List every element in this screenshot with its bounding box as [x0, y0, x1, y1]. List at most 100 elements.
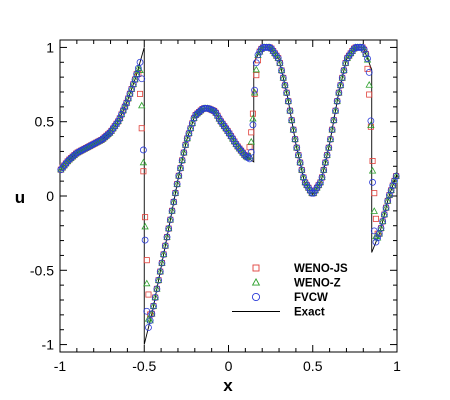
exact-line-group [59, 46, 398, 345]
fvcw-marker [180, 149, 188, 157]
weno-z-marker [279, 73, 287, 81]
fvcw-marker [296, 159, 304, 166]
weno-z-marker [175, 171, 183, 179]
weno-js-marker [140, 168, 147, 175]
fvcw-marker [338, 74, 346, 82]
fvcw-marker [161, 242, 169, 250]
weno-z-marker [363, 55, 372, 63]
fvcw-marker [321, 159, 329, 166]
fvcw-marker [246, 155, 253, 163]
weno-js-marker [253, 72, 260, 79]
legend-label-weno-js: WENO-JS [294, 263, 348, 275]
fvcw-marker [165, 225, 173, 232]
fvcw-marker [249, 121, 257, 129]
weno-js-marker [372, 215, 379, 222]
fvcw-marker [325, 144, 333, 152]
fvcw-marker [124, 95, 132, 102]
weno-z-marker [293, 143, 301, 151]
fvcw-marker [237, 147, 245, 155]
fvcw-marker [295, 151, 302, 159]
weno-z-marker [323, 151, 331, 158]
fvcw-marker [244, 154, 252, 162]
weno-z-marker [165, 224, 173, 232]
fvcw-marker [354, 44, 361, 51]
weno-js-marker [145, 291, 152, 298]
weno-z-marker [153, 284, 161, 292]
y-tick-label: -1 [42, 337, 55, 353]
fvcw-marker [150, 302, 157, 310]
weno-z-marker [380, 210, 389, 218]
weno-z-marker [180, 148, 188, 156]
fvcw-marker [106, 129, 114, 137]
fvcw-marker [59, 164, 66, 172]
y-tick-label: 0.5 [35, 114, 55, 130]
weno-z-marker [298, 165, 306, 173]
weno-z-marker [122, 98, 131, 106]
weno-z-marker [385, 191, 394, 198]
fvcw-marker [284, 97, 292, 105]
fvcw-marker [182, 141, 189, 149]
fvcw-marker [286, 107, 294, 115]
fvcw-marker [279, 74, 287, 82]
weno-z-marker [286, 106, 294, 114]
weno-z-marker [143, 279, 151, 287]
weno-z-marker [58, 163, 67, 171]
weno-z-marker [277, 66, 286, 74]
fvcw-marker [278, 67, 285, 74]
x-tick-label: 0.5 [303, 358, 323, 374]
fvcw-marker [342, 59, 350, 67]
fvcw-marker [173, 180, 181, 188]
legend: WENO-JS WENO-Z FVCW Exact [232, 263, 348, 319]
weno-z-marker [281, 81, 289, 88]
fvcw-marker [151, 294, 159, 301]
weno-z-marker [341, 59, 350, 66]
weno-js-marker [369, 158, 376, 165]
fvcw-marker [158, 259, 166, 267]
fvcw-marker [178, 156, 186, 164]
fvcw-marker [288, 116, 296, 124]
fvcw-marker [323, 151, 331, 159]
weno-z-marker [181, 140, 190, 148]
legend-triangle-marker [251, 277, 261, 286]
fvcw-marker [148, 310, 156, 318]
fvcw-marker [337, 81, 344, 89]
fvcw-marker [62, 160, 70, 167]
fvcw-marker [155, 276, 162, 284]
weno-z-marker [276, 59, 284, 66]
fvcw-marker [118, 111, 125, 118]
weno-z-marker [382, 203, 390, 211]
weno-z-marker [368, 166, 377, 174]
fvcw-marker [210, 107, 218, 115]
legend-circle-marker [251, 292, 261, 302]
fvcw-marker [242, 153, 250, 160]
fvcw-marker [138, 75, 146, 83]
weno-z-marker [249, 114, 257, 122]
weno-z-marker [168, 206, 176, 214]
fvcw-marker [257, 45, 265, 53]
fvcw-marker [293, 144, 301, 152]
fvcw-marker [357, 44, 365, 51]
fvcw-marker [168, 207, 176, 215]
fvcw-marker [350, 45, 358, 53]
fvcw-marker [140, 146, 147, 154]
fvcw-marker [170, 198, 178, 206]
fvcw-marker [372, 238, 380, 246]
weno-z-marker [384, 196, 392, 204]
legend-label-fvcw: FVCW [294, 292, 328, 304]
fvcw-marker [359, 44, 366, 51]
weno-z-marker [156, 267, 164, 275]
weno-z-marker [170, 197, 178, 205]
weno-z-marker [340, 66, 348, 74]
weno-z-marker [289, 125, 298, 133]
weno-z-marker [60, 161, 68, 169]
weno-js-marker [366, 91, 373, 98]
weno-z-marker [365, 81, 373, 88]
fvcw-marker [259, 44, 267, 51]
weno-z-marker [173, 180, 181, 187]
fvcw-marker [263, 44, 270, 51]
fvcw-marker [300, 174, 307, 181]
weno-js-marker [248, 129, 255, 136]
fvcw-marker [360, 46, 368, 54]
fvcw-marker [200, 104, 208, 112]
